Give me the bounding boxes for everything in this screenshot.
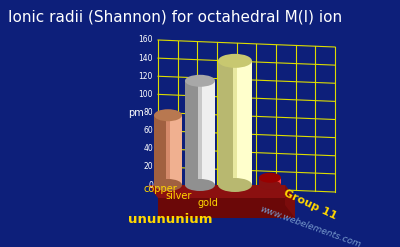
- Text: 0: 0: [148, 181, 153, 189]
- Ellipse shape: [218, 54, 252, 68]
- Polygon shape: [166, 115, 170, 185]
- Text: 40: 40: [143, 144, 153, 153]
- Text: 160: 160: [138, 36, 153, 44]
- Ellipse shape: [218, 178, 252, 192]
- Text: 120: 120: [139, 72, 153, 81]
- Text: 60: 60: [143, 126, 153, 135]
- Text: unununium: unununium: [128, 212, 212, 226]
- Text: www.webelements.com: www.webelements.com: [258, 205, 362, 247]
- Ellipse shape: [185, 179, 215, 191]
- Text: Group 11: Group 11: [282, 188, 338, 222]
- Polygon shape: [218, 61, 235, 185]
- Text: pm: pm: [128, 107, 144, 118]
- Polygon shape: [158, 198, 295, 218]
- Polygon shape: [168, 115, 182, 185]
- Text: 140: 140: [138, 54, 153, 63]
- Text: copper: copper: [143, 184, 177, 194]
- Polygon shape: [233, 61, 237, 185]
- Ellipse shape: [154, 179, 182, 191]
- Polygon shape: [148, 185, 295, 198]
- Polygon shape: [285, 185, 295, 218]
- Text: silver: silver: [165, 191, 191, 201]
- Text: 20: 20: [143, 162, 153, 171]
- Ellipse shape: [185, 75, 215, 87]
- Polygon shape: [200, 81, 215, 185]
- Text: 100: 100: [138, 90, 153, 99]
- Text: gold: gold: [198, 198, 219, 208]
- Polygon shape: [198, 81, 202, 185]
- Polygon shape: [259, 178, 270, 185]
- Text: Ionic radii (Shannon) for octahedral M(I) ion: Ionic radii (Shannon) for octahedral M(I…: [8, 10, 342, 25]
- Polygon shape: [154, 115, 168, 185]
- Ellipse shape: [154, 109, 182, 121]
- Text: 80: 80: [143, 108, 153, 117]
- Ellipse shape: [259, 180, 281, 190]
- Polygon shape: [269, 178, 271, 185]
- Polygon shape: [185, 81, 200, 185]
- Polygon shape: [235, 61, 252, 185]
- Polygon shape: [270, 178, 281, 185]
- Ellipse shape: [259, 173, 281, 183]
